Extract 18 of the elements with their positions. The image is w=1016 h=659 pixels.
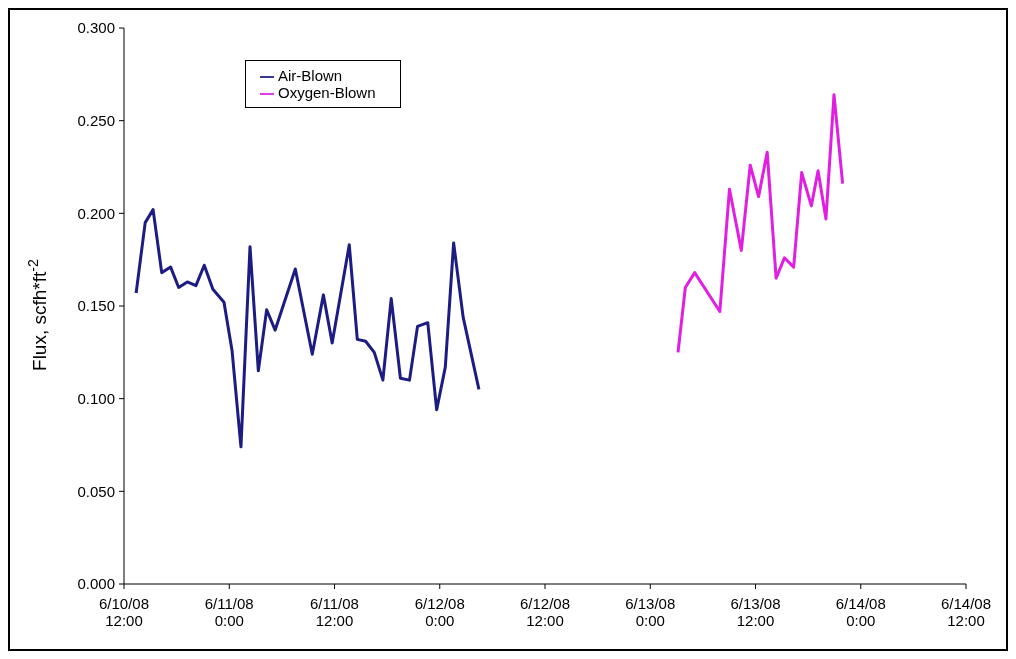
y-tick-label: 0.200 (77, 204, 115, 222)
x-tick-label: 6/12/08 12:00 (519, 594, 571, 629)
y-tick-label: 0.150 (77, 297, 115, 315)
legend-label: Air-Blown (278, 67, 343, 84)
x-tick-label: 6/13/08 12:00 (730, 594, 781, 629)
y-tick-label: 0.000 (77, 575, 115, 593)
y-tick-label: 0.300 (77, 19, 115, 37)
y-tick-label: 0.050 (77, 482, 115, 500)
x-tick-label: 6/11/08 0:00 (204, 594, 254, 629)
legend-label: Oxygen-Blown (278, 84, 376, 102)
x-tick-label: 6/12/08 0:00 (414, 594, 465, 629)
x-tick-label: 6/13/08 0:00 (625, 594, 676, 629)
x-tick-label: 6/14/08 0:00 (835, 594, 886, 629)
x-tick-label: 6/11/08 12:00 (310, 594, 359, 629)
x-tick-label: 6/10/08 12:00 (98, 594, 150, 629)
y-tick-label: 0.250 (77, 111, 115, 129)
y-tick-label: 0.100 (77, 389, 115, 407)
x-tick-label: 6/14/08 12:00 (940, 594, 992, 629)
